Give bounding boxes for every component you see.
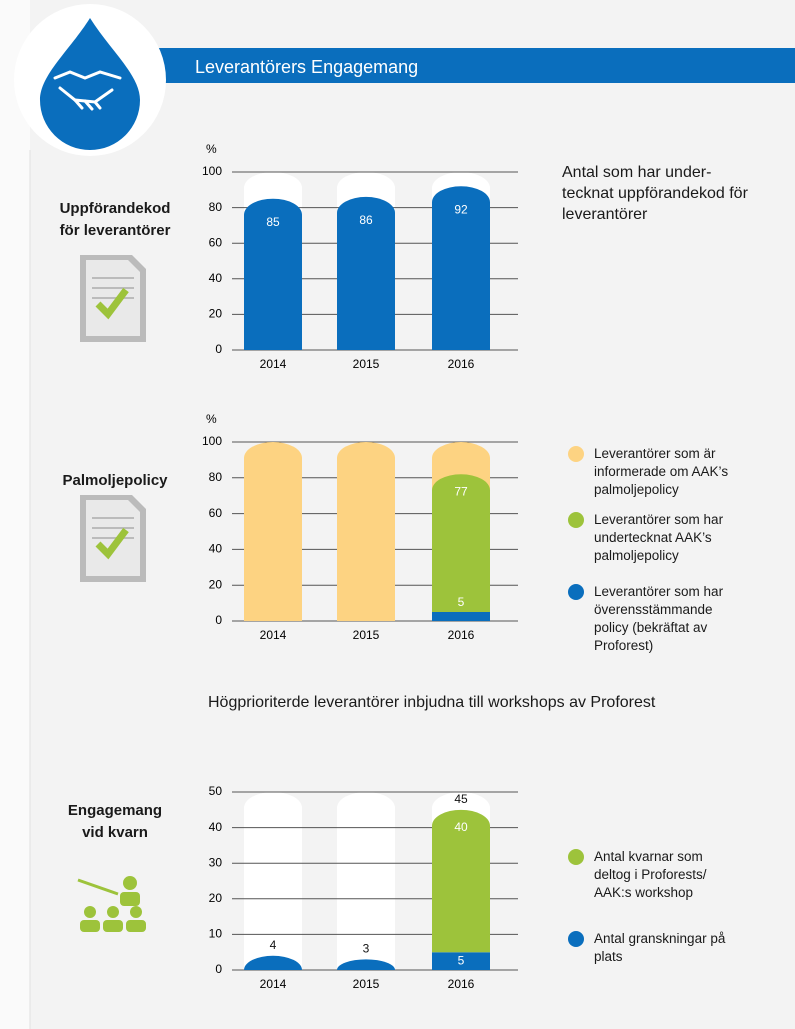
value-label: 86 — [359, 213, 373, 227]
x-tick-label: 2015 — [353, 357, 380, 371]
legend-label: Antal kvarnar som deltog i Proforests/ A… — [594, 849, 707, 900]
bar-segment — [432, 612, 490, 621]
y-tick-label: 40 — [209, 271, 223, 285]
annotation: Antal som har under-tecknat uppförandeko… — [562, 164, 748, 223]
x-tick-label: 2015 — [353, 977, 380, 991]
value-label: 3 — [363, 941, 370, 955]
bar — [244, 198, 302, 350]
y-tick-label: 80 — [209, 470, 223, 484]
x-tick-label: 2016 — [448, 357, 475, 371]
bar-background — [244, 792, 302, 970]
section-label: Palmoljepolicy — [62, 472, 168, 489]
bar-segment — [337, 959, 395, 970]
bar-segment — [432, 952, 490, 970]
drop-icon — [40, 18, 140, 150]
header-bar — [150, 48, 795, 83]
x-tick-label: 2014 — [260, 628, 287, 642]
legend-label: Antal granskningar på plats — [594, 931, 726, 964]
bar-background — [337, 792, 395, 970]
x-tick-label: 2015 — [353, 628, 380, 642]
legend-label: Leverantörer som har överensstämmande po… — [594, 584, 724, 653]
y-tick-label: 30 — [209, 855, 223, 869]
legend-marker — [568, 931, 584, 947]
bar — [337, 196, 395, 350]
y-tick-label: 60 — [209, 235, 223, 249]
value-label: 4 — [270, 938, 277, 952]
chart-title: Högprioriterde leverantörer inbjudna til… — [208, 694, 656, 711]
y-axis-label: % — [206, 412, 217, 426]
side-strip — [0, 0, 30, 1029]
bar — [244, 442, 302, 621]
y-tick-label: 10 — [209, 927, 223, 941]
value-label: 77 — [454, 484, 468, 498]
header-title: Leverantörers Engagemang — [195, 57, 419, 77]
handshake-icon — [53, 70, 122, 111]
bar — [432, 186, 490, 350]
y-tick-label: 20 — [209, 577, 223, 591]
value-label: 5 — [458, 953, 465, 967]
legend-marker — [568, 584, 584, 600]
legend-marker — [568, 446, 584, 462]
y-tick-label: 0 — [215, 342, 222, 356]
x-tick-label: 2016 — [448, 977, 475, 991]
y-axis-label: % — [206, 142, 217, 156]
document-icon — [80, 255, 146, 342]
y-tick-label: 20 — [209, 307, 223, 321]
total-label: 45 — [454, 792, 468, 806]
bar-segment — [432, 809, 490, 953]
y-tick-label: 60 — [209, 506, 223, 520]
section-label: Engagemang vid kvarn — [67, 802, 163, 841]
bar — [337, 442, 395, 621]
bar-segment — [432, 474, 490, 613]
y-tick-label: 20 — [209, 891, 223, 905]
x-tick-label: 2014 — [260, 977, 287, 991]
value-label: 85 — [266, 215, 280, 229]
x-tick-label: 2014 — [260, 357, 287, 371]
legend-label: Leverantörer som har undertecknat AAK’s … — [594, 512, 724, 563]
y-tick-label: 100 — [202, 164, 222, 178]
legend-marker — [568, 849, 584, 865]
y-tick-label: 0 — [215, 613, 222, 627]
document-icon — [80, 495, 146, 582]
y-tick-label: 100 — [202, 434, 222, 448]
x-tick-label: 2016 — [448, 628, 475, 642]
value-label: 92 — [454, 202, 468, 216]
y-tick-label: 50 — [209, 784, 223, 798]
presenter-icon — [77, 876, 146, 932]
y-tick-label: 40 — [209, 542, 223, 556]
y-tick-label: 40 — [209, 820, 223, 834]
value-label: 40 — [454, 820, 468, 834]
y-tick-label: 0 — [215, 962, 222, 976]
legend-marker — [568, 512, 584, 528]
bar-segment — [244, 955, 302, 970]
value-label: 5 — [458, 595, 465, 609]
section-label: Uppförandekod för leverantörer — [59, 200, 171, 239]
y-tick-label: 80 — [209, 200, 223, 214]
legend-label: Leverantörer som är informerade om AAK’s… — [594, 446, 729, 497]
